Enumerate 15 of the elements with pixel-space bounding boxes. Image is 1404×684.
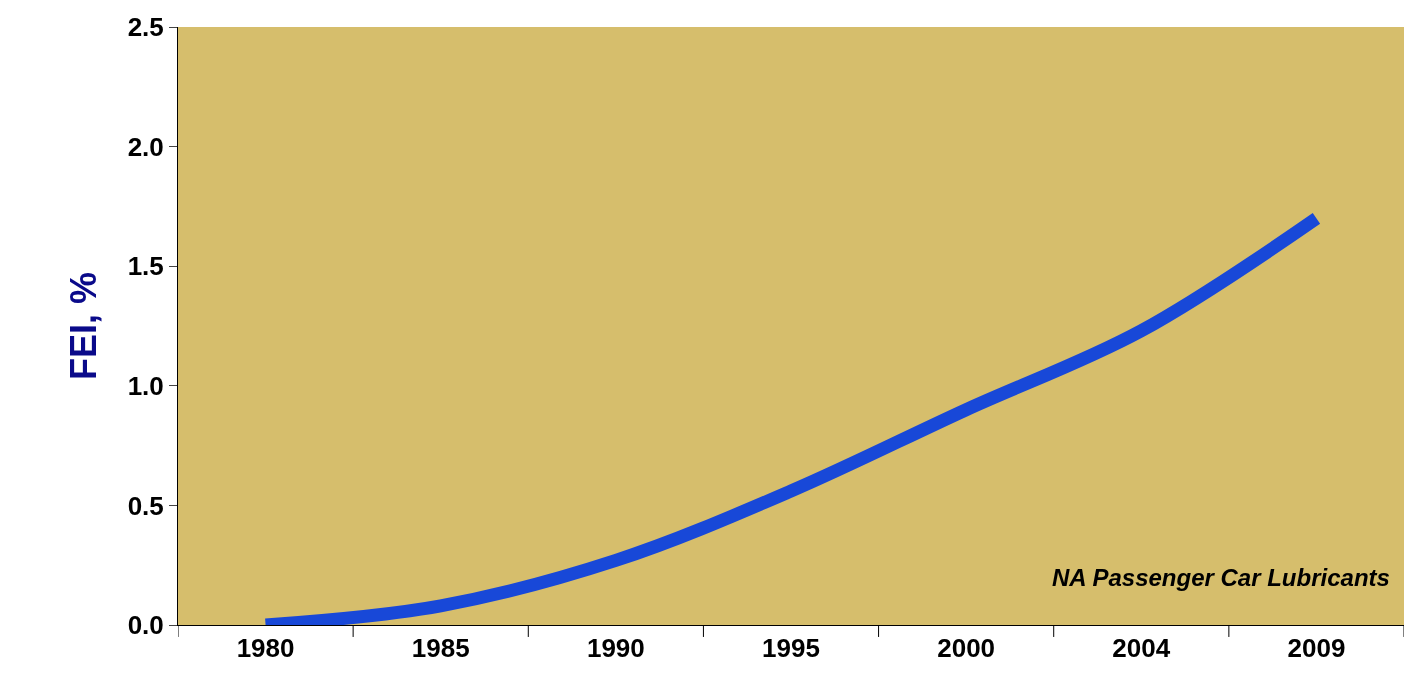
y-tick-label: 0.5 — [127, 490, 164, 521]
annotation: NA Passenger Car Lubricants — [1052, 564, 1390, 591]
y-tick-label: 2.0 — [127, 131, 164, 162]
x-tick-label: 1985 — [411, 633, 470, 664]
x-tick-label: 1995 — [762, 633, 820, 664]
y-tick-label: 1.0 — [127, 370, 164, 401]
x-tick-label: 2000 — [937, 633, 996, 664]
y-tick-label: 0.0 — [127, 610, 164, 641]
x-tick-label: 2009 — [1287, 633, 1346, 664]
y-axis-title: FEI, % — [62, 271, 104, 381]
x-tick-label: 2004 — [1112, 633, 1171, 664]
x-tick-label: 1990 — [586, 633, 645, 664]
y-tick-label: 2.5 — [127, 12, 164, 43]
y-tick-label: 1.5 — [127, 251, 164, 282]
x-tick-label: 1980 — [236, 633, 295, 664]
